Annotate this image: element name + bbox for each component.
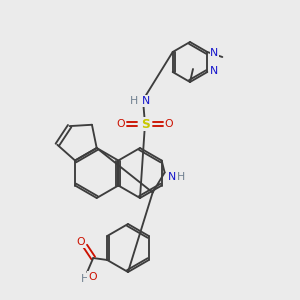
Text: O: O [165, 119, 173, 129]
Text: O: O [88, 272, 97, 282]
Text: O: O [117, 119, 125, 129]
Text: N: N [210, 66, 218, 76]
Text: N: N [210, 48, 218, 58]
Text: H: H [176, 172, 185, 182]
Text: H: H [81, 274, 89, 284]
Text: O: O [76, 237, 85, 247]
Text: N: N [142, 96, 150, 106]
Text: N: N [167, 172, 176, 182]
Text: S: S [141, 118, 149, 130]
Text: H: H [130, 96, 138, 106]
